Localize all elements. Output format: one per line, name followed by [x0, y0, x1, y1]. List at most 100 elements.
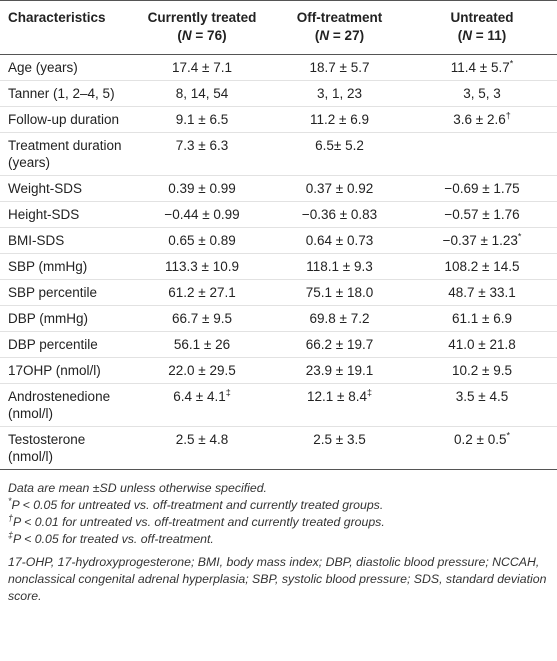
cell-value: 11.2 ± 6.9 [310, 112, 369, 127]
cell-value: Treatment duration (years) [8, 138, 122, 170]
footnote-mark: ‡ [366, 387, 372, 398]
cell: 66.7 ± 9.5 [132, 305, 272, 332]
cell-value: Follow-up duration [8, 112, 120, 127]
cell: 11.4 ± 5.7* [407, 54, 557, 81]
row-label: SBP percentile [0, 279, 132, 306]
cell: 0.64 ± 0.73 [272, 227, 407, 254]
sample-size: = 11) [472, 28, 507, 43]
cell-value: 10.2 ± 9.5 [452, 363, 512, 378]
row-label: DBP percentile [0, 331, 132, 358]
cell-value: DBP (mmHg) [8, 311, 89, 326]
cell-value: Androstenedione (nmol/l) [8, 389, 111, 421]
column-header: Currently treated (N = 76) [132, 0, 272, 55]
footnote: *P < 0.05 for untreated vs. off-treatmen… [8, 495, 549, 514]
cell: 113.3 ± 10.9 [132, 253, 272, 280]
footnote-mark: † [8, 512, 14, 523]
cell-value: 3.6 ± 2.6 [453, 112, 506, 127]
cell: 3, 1, 23 [272, 80, 407, 107]
cell: 9.1 ± 6.5 [132, 106, 272, 133]
cell: 56.1 ± 26 [132, 331, 272, 358]
sample-size: N [319, 28, 330, 43]
sample-size: ( [457, 28, 463, 43]
table-row: 17OHP (nmol/l) 22.0 ± 29.5 23.9 ± 19.1 10.2… [0, 357, 557, 384]
cell-value: 2.5 ± 3.5 [313, 432, 366, 447]
header-row: Characteristics Currently treated (N = 76)… [0, 0, 557, 55]
cell-value: Testosterone (nmol/l) [8, 432, 86, 464]
sample-size: ( [177, 28, 182, 43]
footnote-mark: * [509, 58, 514, 69]
footnote-mark: * [8, 495, 12, 506]
cell-value: 108.2 ± 14.5 [444, 259, 520, 274]
cell-value: −0.36 ± 0.83 [301, 207, 378, 222]
row-label: DBP (mmHg) [0, 305, 132, 332]
cell-value: 0.39 ± 0.99 [168, 181, 236, 196]
row-label: SBP (mmHg) [0, 253, 132, 280]
row-label: Testosterone (nmol/l) [0, 427, 132, 470]
cell-value: Age (years) [8, 60, 78, 75]
summary-note: Data are mean ±SD unless otherwise speci… [8, 481, 267, 495]
cell-value: 61.2 ± 27.1 [168, 285, 236, 300]
cell: 6.5± 5.2 [272, 132, 407, 176]
cell-value: 18.7 ± 5.7 [309, 60, 370, 75]
cell: 61.1 ± 6.9 [407, 305, 557, 332]
cell-value: DBP percentile [8, 337, 98, 352]
abbreviations: 17-OHP, 17-hydroxyprogesterone; BMI, bod… [8, 555, 547, 603]
cell-value: 6.5± 5.2 [315, 138, 364, 153]
cell-value: SBP (mmHg) [8, 259, 88, 274]
cell: 66.2 ± 19.7 [272, 331, 407, 358]
table-notes: Data are mean ±SD unless otherwise speci… [0, 470, 557, 605]
cell: 23.9 ± 19.1 [272, 357, 407, 384]
cell: 0.65 ± 0.89 [132, 227, 272, 254]
table-row: Testosterone (nmol/l) 2.5 ± 4.8 2.5 ± 3.5 0… [0, 427, 557, 470]
table-row: Age (years) 17.4 ± 7.1 18.7 ± 5.7 11.4 ± 5.… [0, 54, 557, 81]
cell: 2.5 ± 3.5 [272, 427, 407, 470]
cell: 48.7 ± 33.1 [407, 279, 557, 306]
table-row: SBP (mmHg) 113.3 ± 10.9 118.1 ± 9.3 108.2 ±… [0, 253, 557, 280]
table-row: SBP percentile 61.2 ± 27.1 75.1 ± 18.0 48.7… [0, 279, 557, 306]
footnote-mark: * [517, 231, 522, 242]
cell-value: 41.0 ± 21.8 [448, 337, 516, 352]
content: Characteristics Currently treated (N = 76)… [0, 0, 557, 605]
sample-size: N [462, 28, 473, 43]
cell-value: 23.9 ± 19.1 [305, 363, 374, 378]
cell-value: −0.37 ± 1.23 [442, 233, 518, 248]
column-header: Off-treatment (N = 27) [272, 0, 407, 55]
row-label: Height-SDS [0, 201, 132, 228]
table-row: Androstenedione (nmol/l) 6.4 ± 4.1‡ 12.1 ±… [0, 383, 557, 427]
cell: −0.37 ± 1.23* [407, 227, 557, 254]
column-header: Untreated (N = 11) [407, 0, 557, 55]
cell: 2.5 ± 4.8 [132, 427, 272, 470]
table-row: Height-SDS −0.44 ± 0.99 −0.36 ± 0.83 −0.57 … [0, 201, 557, 228]
cell: 3.5 ± 4.5 [407, 383, 557, 427]
row-label: Age (years) [0, 54, 132, 81]
cell-value: 61.1 ± 6.9 [452, 311, 512, 326]
cell-value: BMI-SDS [8, 233, 65, 248]
cell-value: 12.1 ± 8.4 [307, 389, 367, 404]
cell: 3, 5, 3 [407, 80, 557, 107]
cell-value: Tanner (1, 2–4, 5) [8, 86, 115, 101]
column-header: Characteristics [0, 0, 132, 55]
cell-value: −0.44 ± 0.99 [164, 207, 240, 222]
cell: −0.57 ± 1.76 [407, 201, 557, 228]
cell: 75.1 ± 18.0 [272, 279, 407, 306]
cell: 0.2 ± 0.5* [407, 427, 557, 470]
cell: 10.2 ± 9.5 [407, 357, 557, 384]
cell: 17.4 ± 7.1 [132, 54, 272, 81]
cell: 8, 14, 54 [132, 80, 272, 107]
cell-value: 66.2 ± 19.7 [305, 337, 374, 352]
footnote-mark: † [505, 110, 511, 121]
cell-value: 75.1 ± 18.0 [305, 285, 374, 300]
cell-value: Height-SDS [8, 207, 80, 222]
cell-value: 11.4 ± 5.7 [450, 60, 510, 75]
cell: 41.0 ± 21.8 [407, 331, 557, 358]
cell: 108.2 ± 14.5 [407, 253, 557, 280]
sample-size: ( [314, 28, 320, 43]
table-row: Weight-SDS 0.39 ± 0.99 0.37 ± 0.92 −0.69 ± … [0, 175, 557, 202]
cell-value: 48.7 ± 33.1 [448, 285, 516, 300]
cell-value: 66.7 ± 9.5 [172, 311, 232, 326]
table-row: Treatment duration (years) 7.3 ± 6.3 6.5± … [0, 132, 557, 176]
cell-value: 22.0 ± 29.5 [168, 363, 236, 378]
column-label: Untreated [450, 10, 514, 25]
cell-value: 7.3 ± 6.3 [175, 138, 229, 153]
